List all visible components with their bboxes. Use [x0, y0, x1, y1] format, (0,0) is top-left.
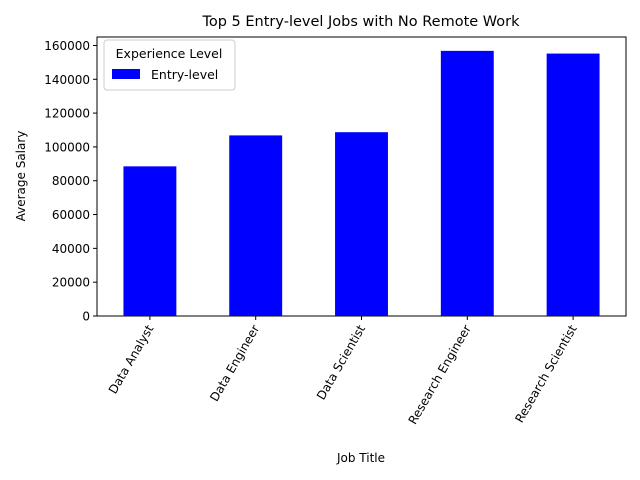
- x-axis-label: Job Title: [336, 451, 385, 465]
- y-tick-label: 60000: [52, 208, 90, 222]
- bar: [546, 53, 600, 316]
- x-tick-label: Data Scientist: [314, 322, 368, 402]
- y-tick-label: 20000: [52, 276, 90, 290]
- x-tick-label: Data Engineer: [207, 322, 262, 403]
- chart-title: Top 5 Entry-level Jobs with No Remote Wo…: [201, 14, 520, 30]
- x-tick-label: Research Engineer: [406, 322, 474, 426]
- x-tick-label: Research Scientist: [512, 322, 579, 425]
- y-axis-ticks: 0 20000 40000 60000 80000 100000 120000 140000 1…: [44, 39, 97, 324]
- legend: Experience Level Entry-level: [103, 39, 236, 91]
- bar: [440, 50, 494, 317]
- y-tick-label: 0: [82, 310, 90, 324]
- legend-swatch: [112, 69, 140, 79]
- y-tick-label: 80000: [52, 174, 90, 188]
- legend-label: Entry-level: [151, 67, 218, 82]
- plot-area: 0 20000 40000 60000 80000 100000 120000 140000 1…: [44, 36, 627, 427]
- y-tick-label: 100000: [44, 140, 90, 154]
- legend-title: Experience Level: [116, 46, 223, 61]
- bar-group: [123, 50, 600, 317]
- y-tick-label: 140000: [44, 73, 90, 87]
- bar: [335, 132, 388, 316]
- y-tick-label: 40000: [52, 242, 90, 256]
- bar: [123, 166, 177, 316]
- bar: [229, 135, 283, 316]
- y-tick-label: 120000: [44, 107, 90, 121]
- y-tick-label: 160000: [44, 39, 90, 53]
- x-tick-label: Data Analyst: [106, 322, 157, 396]
- x-axis-ticks: Data Analyst Data Engineer Data Scientist R…: [106, 316, 580, 427]
- y-axis-label: Average Salary: [14, 131, 28, 222]
